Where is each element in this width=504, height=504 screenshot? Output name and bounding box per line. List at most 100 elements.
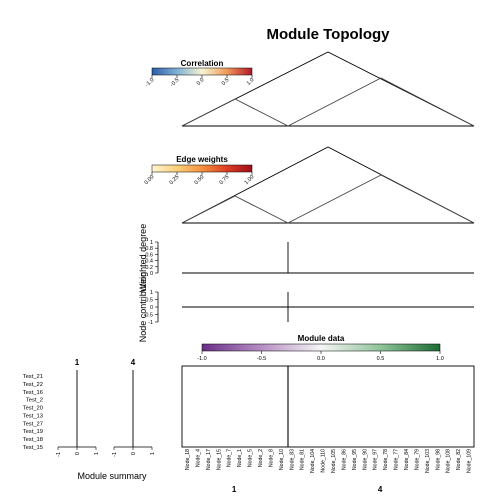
summary-column-title: 4 (131, 358, 136, 367)
correlation-legend-tick-label: -0.5 (169, 77, 180, 88)
module-data-legend-title: Module data (298, 334, 345, 343)
weighted-degree-tick-label: 1 (150, 240, 153, 246)
module-label: 4 (378, 485, 383, 494)
correlation-colorbar (151, 67, 253, 76)
edge-weights-legend-tick-label: 0.25 (169, 174, 181, 186)
summary-column-title: 1 (75, 358, 80, 367)
sample-label: Test_27 (23, 421, 43, 427)
correlation-legend-tick-label: -1.0 (144, 77, 155, 88)
sample-label: Test_15 (23, 445, 43, 451)
node-label: Node_17 (206, 449, 212, 470)
summary-tick-label: -1 (112, 452, 118, 457)
sample-label: Test_18 (23, 437, 43, 443)
correlation-legend-tick-label: 0.5 (221, 77, 231, 87)
node-contribution-tick-label: -1 (148, 320, 153, 326)
summary-tick-label: 0 (131, 452, 137, 455)
node-label: Node_90 (362, 449, 368, 470)
node-contribution-tick-label: 0 (150, 305, 153, 311)
summary-tick-label: 0 (75, 452, 81, 455)
correlation-legend-tick-label: 1.0 (246, 77, 256, 87)
sample-label: Test_13 (23, 413, 43, 419)
node-label: Node_78 (383, 449, 389, 470)
weighted-degree-tick-label: 0 (150, 271, 153, 277)
weighted-degree-tick-label: 0.6 (145, 252, 153, 258)
node-label: Node_81 (300, 449, 306, 470)
node-label: Node_83 (289, 449, 295, 470)
sample-label: Test_22 (23, 382, 43, 388)
weighted-degree-axis-label: Weighted degree (138, 224, 148, 292)
correlation-module4-block (287, 77, 475, 127)
node-label: Node_105 (331, 449, 337, 473)
edge-module1-block (181, 195, 289, 224)
module-data-heatmap: Node_18 Node_4 Node_17 Node_15 Node_7 Node_1 N… (181, 365, 475, 494)
weighted-degree-tick-label: 0.2 (145, 265, 153, 271)
correlation-triangle-outline (181, 51, 475, 127)
node-label: Node_104 (310, 449, 316, 473)
node-label: Node_108 (446, 449, 452, 473)
node-contribution-tick-label: 0.5 (145, 298, 153, 304)
weighted-degree-panel: Weighted degree 10.80.60.40.20 (138, 224, 474, 292)
node-label: Node_98 (435, 449, 441, 470)
node-label: Node_15 (216, 449, 222, 470)
node-label: Node_79 (414, 449, 420, 470)
node-label: Node_10 (279, 449, 285, 470)
node-label: Node_4 (195, 449, 201, 467)
module-data-legend: Module data -1.0 -0.5 0.0 0.5 1.0 (197, 334, 444, 362)
node-contribution-tick-label: 1 (150, 290, 153, 296)
correlation-legend-title: Correlation (181, 59, 224, 68)
sample-label: Test_21 (23, 374, 43, 380)
node-label: Node_109 (467, 449, 473, 473)
edge-module4-block (287, 174, 475, 224)
summary-tick-label: 1 (150, 452, 156, 455)
edge-weights-legend-tick-label: 0.75 (219, 174, 231, 186)
module-summary: 1 -1 0 1 4 -1 0 1 Module summary (56, 358, 156, 481)
sample-label: Test_2 (26, 398, 43, 404)
node-contribution-tick-label: -0.5 (144, 313, 153, 319)
node-label: Node_5 (248, 449, 254, 467)
node-label: Node_95 (352, 449, 358, 470)
sample-label: Test_16 (23, 390, 43, 396)
node-label: Node_82 (456, 449, 462, 470)
module-data-colorbar (201, 343, 441, 352)
node-label: Node_2 (258, 449, 264, 467)
correlation-legend: Correlation -1.0 -0.5 0.0 0.5 1.0 (144, 59, 255, 88)
node-label: Node_77 (394, 449, 400, 470)
module-data-legend-tick-label: -1.0 (197, 356, 206, 362)
correlation-module1-block (181, 98, 289, 127)
node-contribution-panel: Node contribution 10.50-0.5-1 (138, 272, 474, 342)
node-label: Node_1 (237, 449, 243, 467)
sample-labels: Test_21Test_22Test_16Test_2Test_20Test_1… (23, 374, 43, 451)
module-data-legend-tick-label: 0.0 (317, 356, 325, 362)
edge-weights-triangle (181, 146, 475, 224)
chart-title: Module Topology (266, 26, 390, 43)
module-label: 1 (232, 485, 237, 494)
sample-label: Test_19 (23, 429, 43, 435)
node-label: Node_7 (227, 449, 233, 467)
node-label: Node_8 (268, 449, 274, 467)
correlation-legend-tick-label: 0.0 (196, 77, 206, 87)
weighted-degree-tick-label: 0.8 (145, 246, 153, 252)
module-data-legend-tick-label: 1.0 (436, 356, 444, 362)
edge-weights-legend: Edge weights 0.00 0.25 0.50 0.75 1.00 (144, 155, 256, 186)
node-label: Node_103 (425, 449, 431, 473)
edge-weights-legend-tick-label: 0.50 (194, 174, 206, 186)
node-label: Node_18 (185, 449, 191, 470)
node-label: Node_84 (404, 449, 410, 470)
module-summary-label: Module summary (77, 471, 147, 481)
node-label: Node_110 (321, 449, 327, 473)
node-label: Node_97 (373, 449, 379, 470)
weighted-degree-tick-label: 0.4 (145, 259, 153, 265)
module-data-legend-tick-label: -0.5 (257, 356, 266, 362)
edge-weights-legend-tick-label: 0.00 (144, 174, 156, 186)
summary-tick-label: 1 (94, 452, 100, 455)
correlation-triangle (181, 51, 475, 127)
summary-tick-label: -1 (56, 452, 62, 457)
edge-weights-colorbar (151, 164, 253, 173)
node-label: Node_86 (341, 449, 347, 470)
module-data-heatmap-frame (181, 365, 475, 448)
edge-weights-legend-title: Edge weights (176, 155, 228, 164)
module-data-legend-tick-label: 0.5 (377, 356, 385, 362)
edge-weights-legend-tick-label: 1.00 (244, 174, 256, 186)
sample-label: Test_20 (23, 406, 43, 412)
